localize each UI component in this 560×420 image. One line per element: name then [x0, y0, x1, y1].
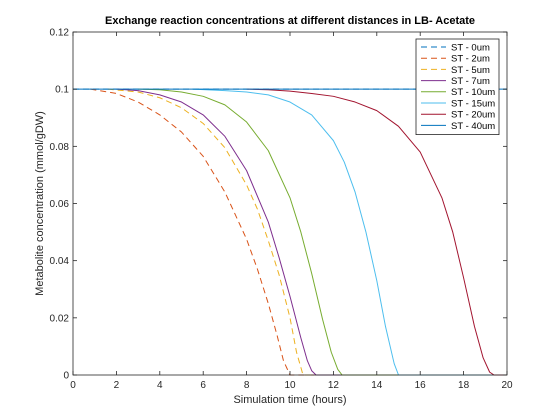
legend-label: ST - 20um	[451, 110, 495, 121]
series-line-st-2um	[90, 88, 507, 376]
x-tick-label: 2	[114, 380, 120, 391]
x-tick-label: 0	[70, 380, 76, 391]
x-axis-label: Simulation time (hours)	[233, 394, 346, 406]
y-tick-label: 0	[63, 371, 69, 382]
x-tick-label: 14	[371, 380, 383, 391]
y-tick-label: 0.08	[50, 142, 70, 153]
x-tick-label: 4	[157, 380, 163, 391]
y-tick-label: 0.12	[50, 28, 70, 39]
legend-label: ST - 40um	[451, 121, 495, 132]
x-tick-label: 6	[200, 380, 206, 391]
series-line-st-15um	[192, 88, 507, 376]
legend-label: ST - 2um	[451, 54, 490, 65]
y-axis-label: Metabolite concentration (mmol/gDW)	[34, 111, 46, 296]
legend-box	[415, 38, 500, 135]
y-tick-label: 0.02	[50, 313, 70, 324]
legend-label: ST - 0um	[451, 42, 490, 53]
x-tick-label: 18	[458, 380, 470, 391]
legend-label: ST - 15um	[451, 98, 495, 109]
y-tick-label: 0.06	[50, 199, 70, 210]
y-tick-label: 0.04	[50, 256, 70, 267]
legend-label: ST - 7um	[451, 76, 490, 87]
series-line-st-10um	[138, 88, 507, 376]
x-tick-label: 20	[501, 380, 513, 391]
legend-label: ST - 5um	[451, 65, 490, 76]
series-line-st-7um	[116, 88, 507, 376]
x-tick-label: 10	[284, 380, 296, 391]
chart-title: Exchange reaction concentrations at diff…	[105, 15, 475, 27]
x-tick-label: 12	[328, 380, 340, 391]
x-tick-label: 8	[244, 380, 250, 391]
y-tick-label: 0.1	[55, 85, 69, 96]
legend-label: ST - 10um	[451, 87, 495, 98]
series-line-st-20um	[246, 88, 507, 376]
axis-ticks: 0 2 4 6 8 10 12 14 16 18 20 0 0.02 0.04 0.06 0.08 0.1 0.1…	[50, 28, 513, 392]
x-tick-label: 16	[415, 380, 427, 391]
series-line-st-5um	[107, 88, 507, 376]
